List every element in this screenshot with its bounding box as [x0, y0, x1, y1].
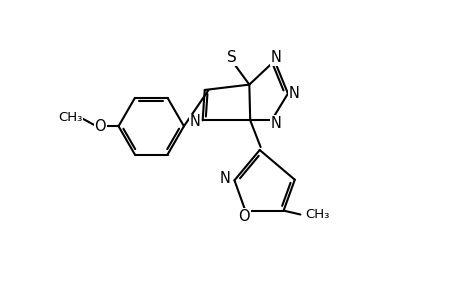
Text: O: O: [238, 209, 249, 224]
Text: N: N: [190, 114, 200, 129]
Text: CH₃: CH₃: [304, 208, 329, 221]
Text: N: N: [288, 86, 299, 101]
Text: N: N: [270, 50, 281, 65]
Text: N: N: [219, 171, 230, 186]
Text: CH₃: CH₃: [58, 111, 82, 124]
Text: S: S: [226, 50, 236, 65]
Text: O: O: [94, 119, 106, 134]
Text: N: N: [270, 116, 281, 131]
